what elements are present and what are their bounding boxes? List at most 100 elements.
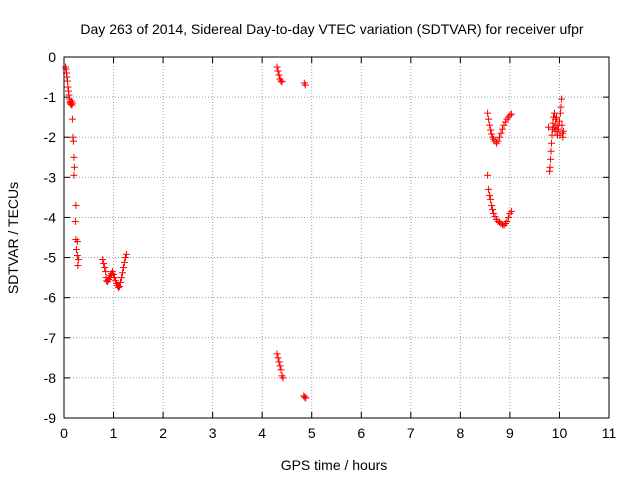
data-point xyxy=(115,282,123,290)
data-point xyxy=(68,99,76,107)
data-point xyxy=(273,63,281,71)
x-tick-label: 2 xyxy=(159,425,167,441)
data-point xyxy=(490,209,498,217)
data-point xyxy=(302,394,310,402)
data-point xyxy=(485,115,493,123)
data-point xyxy=(102,268,110,276)
y-tick-label: -1 xyxy=(44,89,57,105)
data-point xyxy=(507,110,515,118)
y-tick-label: -7 xyxy=(44,330,57,346)
data-point xyxy=(494,137,502,145)
x-tick-label: 8 xyxy=(456,425,464,441)
data-point xyxy=(278,78,286,86)
x-tick-label: 7 xyxy=(407,425,415,441)
grid xyxy=(64,57,609,418)
data-point xyxy=(275,71,283,79)
data-point xyxy=(486,191,494,199)
data-point xyxy=(273,350,281,358)
data-point xyxy=(274,67,282,75)
data-point xyxy=(559,127,567,135)
y-tick-label: 0 xyxy=(48,49,56,65)
x-axis-label: GPS time / hours xyxy=(281,457,388,473)
data-point xyxy=(498,221,506,229)
data-point xyxy=(117,274,125,282)
y-tick-label: -5 xyxy=(44,250,57,266)
axis-ticks: 0 1 2 3 4 5 6 7 8 9 10 11 0 -1 -2 -3 -4 -5 -6 -7 -8 -9 xyxy=(44,49,617,441)
data-point xyxy=(275,358,283,366)
data-point xyxy=(486,121,494,129)
data-point xyxy=(557,103,565,111)
y-tick-label: -8 xyxy=(44,370,57,386)
data-point xyxy=(120,258,128,266)
chart-title: Day 263 of 2014, Sidereal Day-to-day VTE… xyxy=(80,21,584,37)
y-tick-label: -6 xyxy=(44,290,57,306)
data-point xyxy=(551,109,558,117)
data-point xyxy=(497,129,505,137)
data-point xyxy=(552,113,560,121)
x-tick-label: 11 xyxy=(602,425,617,441)
data-point xyxy=(507,207,515,215)
data-point xyxy=(100,260,108,268)
y-axis-label: SDTVAR / TECUs xyxy=(5,182,21,294)
data-point xyxy=(498,125,506,133)
data-point xyxy=(489,205,497,213)
data-point xyxy=(487,126,495,134)
data-point xyxy=(69,137,77,145)
data-point xyxy=(274,354,282,362)
data-point xyxy=(276,362,284,370)
data-point xyxy=(119,264,127,272)
x-tick-label: 5 xyxy=(308,425,316,441)
data-point xyxy=(72,201,80,209)
data-point xyxy=(116,278,124,286)
x-tick-label: 3 xyxy=(209,425,217,441)
data-point xyxy=(551,127,559,135)
data-point xyxy=(557,95,565,103)
data-point xyxy=(70,171,78,179)
x-tick-label: 4 xyxy=(258,425,266,441)
data-point xyxy=(99,256,107,264)
data-point xyxy=(70,163,78,171)
data-point xyxy=(546,163,554,171)
plot-frame xyxy=(63,56,610,419)
data-point xyxy=(72,246,80,254)
x-tick-label: 10 xyxy=(552,425,568,441)
data-point xyxy=(110,270,118,278)
data-point xyxy=(101,264,109,272)
data-point xyxy=(301,393,309,401)
data-point xyxy=(74,262,82,270)
data-points xyxy=(61,63,567,402)
y-tick-label: -3 xyxy=(44,169,57,185)
data-point xyxy=(485,185,493,193)
data-point xyxy=(550,123,558,131)
data-point xyxy=(122,250,130,258)
data-point xyxy=(115,284,122,292)
data-point xyxy=(68,115,76,123)
data-point xyxy=(118,269,126,277)
data-point xyxy=(111,274,119,282)
data-point xyxy=(71,217,79,225)
data-point xyxy=(279,374,287,382)
data-point xyxy=(70,153,78,161)
data-point xyxy=(63,77,71,85)
data-point xyxy=(487,195,495,203)
data-point xyxy=(73,238,81,246)
data-point xyxy=(555,117,563,125)
data-point xyxy=(556,109,564,117)
data-point xyxy=(548,139,556,147)
x-tick-label: 6 xyxy=(357,425,365,441)
data-point xyxy=(277,77,285,85)
data-point xyxy=(547,147,555,155)
y-tick-label: -4 xyxy=(44,209,57,225)
x-tick-label: 9 xyxy=(506,425,514,441)
data-point xyxy=(73,252,81,260)
x-tick-label: 1 xyxy=(110,425,118,441)
data-point xyxy=(503,217,511,225)
data-point xyxy=(74,256,82,264)
data-point xyxy=(301,81,309,89)
data-point xyxy=(488,201,496,209)
data-point xyxy=(506,111,514,119)
data-point xyxy=(488,130,496,138)
data-point xyxy=(121,254,129,262)
data-point xyxy=(556,131,564,139)
